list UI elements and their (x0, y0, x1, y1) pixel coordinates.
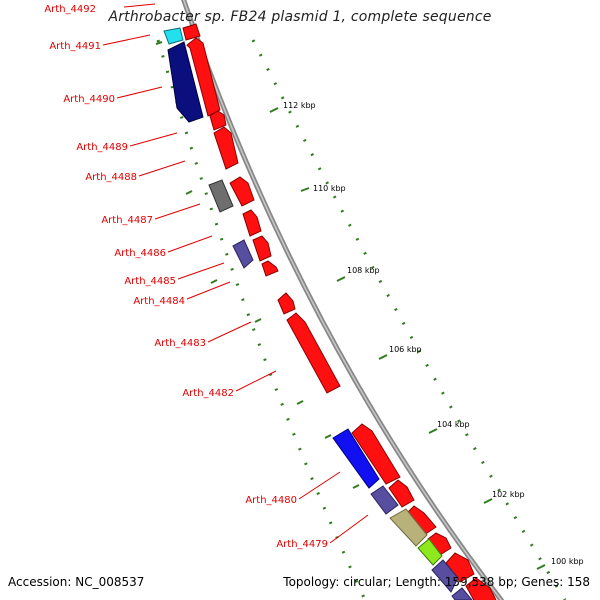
gene-label[interactable]: Arth_4491 (49, 41, 101, 52)
gene-forward[interactable] (286, 312, 341, 394)
accession-label: Accession: NC_008537 (8, 575, 145, 589)
gene-forward[interactable] (351, 423, 401, 485)
inner-tick-ring (156, 39, 367, 600)
gene-label[interactable]: Arth_4488 (85, 172, 137, 183)
backbone-ring (181, 0, 505, 600)
gene-reverse-blue[interactable] (332, 428, 380, 489)
gene-reverse-slateblue[interactable] (370, 485, 399, 515)
scale-label: 108 kbp (347, 266, 380, 275)
gene-reverse-slateblue[interactable] (451, 587, 473, 600)
label-leader-lines (102, 3, 369, 544)
gene-forward[interactable] (213, 126, 239, 170)
gene-reverse-slateblue[interactable] (431, 559, 459, 593)
gene-forward[interactable] (465, 577, 498, 600)
scale-label: 102 kbp (492, 490, 525, 499)
gene-label[interactable]: Arth_4487 (101, 215, 153, 226)
scale-label: 106 kbp (389, 345, 422, 354)
map-title: Arthrobacter sp. FB24 plasmid 1, complet… (108, 9, 492, 25)
gene-reverse-navy[interactable] (167, 41, 204, 123)
reverse-genes (163, 27, 473, 600)
gene-label[interactable]: Arth_4483 (154, 338, 206, 349)
gene-label[interactable]: Arth_4486 (114, 248, 166, 259)
gene-reverse-cyan[interactable] (163, 27, 184, 45)
gene-forward[interactable] (242, 209, 262, 237)
forward-genes (182, 23, 498, 600)
gene-forward[interactable] (388, 479, 415, 508)
gene-forward[interactable] (252, 235, 272, 262)
scale-label: 112 kbp (283, 101, 316, 110)
gene-reverse-slateblue[interactable] (232, 239, 254, 269)
gene-forward[interactable] (186, 37, 221, 117)
gene-label[interactable]: Arth_4485 (124, 276, 176, 287)
gene-reverse-lime[interactable] (417, 538, 443, 566)
gene-forward[interactable] (277, 292, 296, 315)
gene-labels: Arth_4492 Arth_4491 Arth_4490 Arth_4489 … (44, 4, 328, 550)
gene-label[interactable]: Arth_4484 (133, 296, 185, 307)
scale-label: 110 kbp (313, 184, 346, 193)
gene-forward[interactable] (182, 23, 201, 41)
major-ticks (155, 41, 546, 570)
gene-label[interactable]: Arth_4489 (76, 142, 128, 153)
gene-label[interactable]: Arth_4480 (245, 495, 297, 506)
scale-label: 104 kbp (437, 420, 470, 429)
gene-forward[interactable] (209, 110, 227, 131)
scale-label: 100 kbp (551, 557, 584, 566)
gene-label[interactable]: Arth_4492 (44, 4, 96, 15)
gene-label[interactable]: Arth_4482 (182, 388, 234, 399)
gene-reverse-khaki[interactable] (389, 508, 428, 547)
gene-label[interactable]: Arth_4479 (276, 539, 328, 550)
gene-forward[interactable] (229, 176, 255, 207)
scale-labels: 112 kbp 110 kbp 108 kbp 106 kbp 104 kbp … (283, 101, 584, 566)
gene-reverse-gray[interactable] (208, 179, 234, 213)
topology-summary: Topology: circular; Length: 159,538 bp; … (283, 575, 590, 589)
gene-forward[interactable] (261, 260, 279, 277)
gene-label[interactable]: Arth_4490 (63, 94, 115, 105)
